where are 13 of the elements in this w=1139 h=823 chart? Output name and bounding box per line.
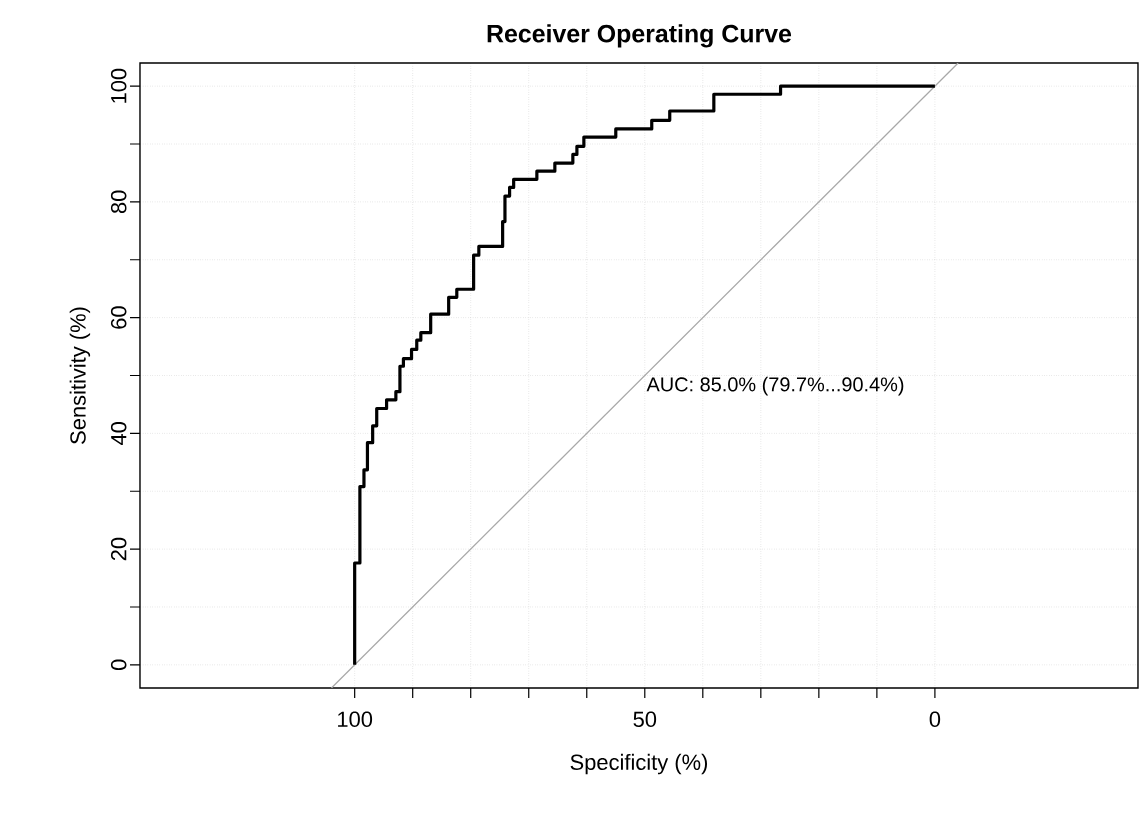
y-axis-title: Sensitivity (%) <box>69 307 91 444</box>
y-tick-label: 100 <box>110 68 127 103</box>
x-axis-title: Specificity (%) <box>570 753 708 775</box>
y-tick-label: 0 <box>110 659 127 671</box>
chart-title: Receiver Operating Curve <box>487 24 792 48</box>
y-tick-label: 20 <box>110 537 127 561</box>
x-tick-label: 50 <box>633 711 657 728</box>
y-tick-label: 60 <box>110 306 127 329</box>
annotation: AUC: 85.0% (79.7%...90.4%) <box>646 376 904 396</box>
y-tick-label: 40 <box>110 422 127 446</box>
x-tick-label: 0 <box>929 711 941 728</box>
x-tick-label: 100 <box>338 711 373 728</box>
y-tick-label: 80 <box>110 190 127 214</box>
